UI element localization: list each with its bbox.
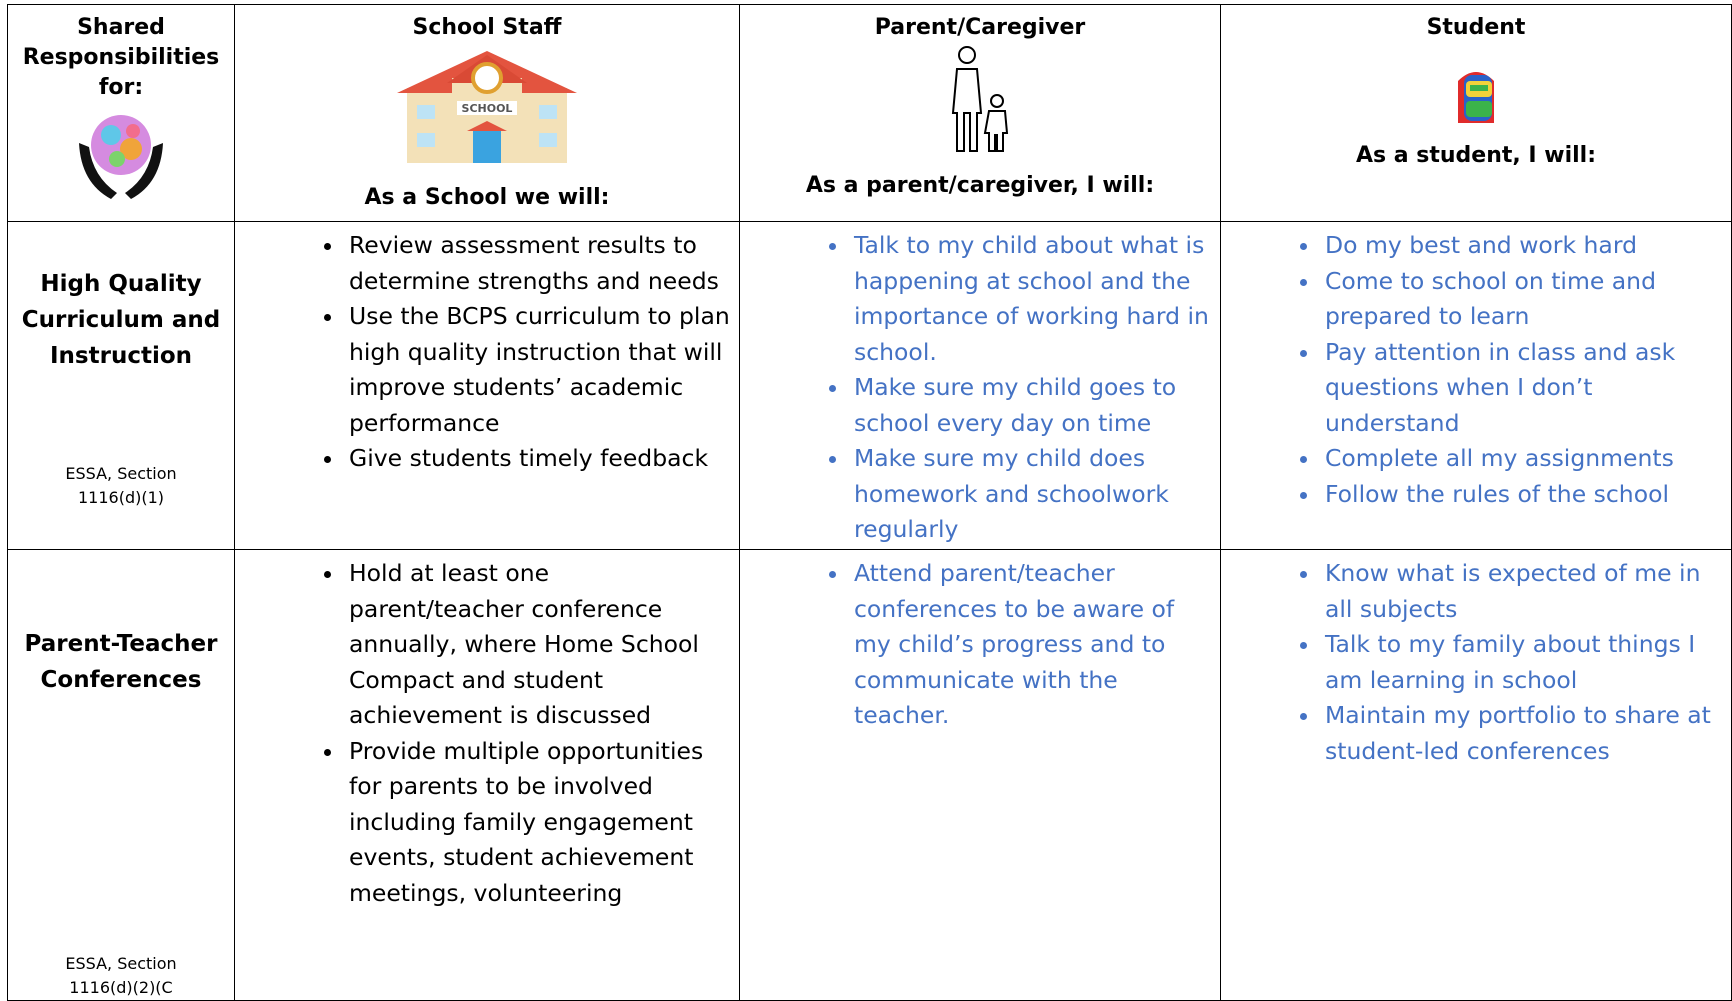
parent-cell: Attend parent/teacher conferences to be … bbox=[739, 549, 1221, 1001]
header-cell: School Staff SCHOOL As a School we will: bbox=[234, 4, 740, 222]
student-list: Do my best and work hardCome to school o… bbox=[1221, 228, 1723, 512]
list-item: Talk to my child about what is happening… bbox=[850, 228, 1212, 370]
list-item: Do my best and work hard bbox=[1321, 228, 1723, 264]
compact-table: Shared Responsibilities for: School Staf… bbox=[7, 4, 1732, 1001]
column-title: Parent/Caregiver bbox=[874, 15, 1086, 40]
staff-list: Review assessment results to determine s… bbox=[235, 228, 731, 477]
list-item: Talk to my family about things I am lear… bbox=[1321, 627, 1723, 698]
parent-icon bbox=[951, 46, 1009, 152]
page: html, body { margin: 0; padding: 0; } bo… bbox=[0, 0, 1732, 943]
student-cell: Do my best and work hardCome to school o… bbox=[1220, 221, 1732, 550]
column-title: Student bbox=[1426, 15, 1526, 40]
document: {"header":{"corner":"Shared Responsibili… bbox=[0, 0, 1732, 943]
staff-cell: Review assessment results to determine s… bbox=[234, 221, 740, 550]
label-cell: Parent-Teacher Conferences ESSA, Section … bbox=[7, 549, 235, 1001]
list-item: Give students timely feedback bbox=[345, 441, 731, 477]
list-item: Use the BCPS curriculum to plan high qua… bbox=[345, 299, 731, 441]
list-item: Maintain my portfolio to share at studen… bbox=[1321, 698, 1723, 769]
parent-cell: Talk to my child about what is happening… bbox=[739, 221, 1221, 550]
student-cell: Know what is expected of me in all subje… bbox=[1220, 549, 1732, 1001]
column-caption: As a student, I will: bbox=[1355, 143, 1596, 168]
list-item: Make sure my child goes to school every … bbox=[850, 370, 1212, 441]
list-item: Hold at least one parent/teacher confere… bbox=[345, 556, 731, 734]
backpack-icon bbox=[1458, 72, 1494, 123]
list-item: Review assessment results to determine s… bbox=[345, 228, 731, 299]
header-cell: Student As a student, I will: bbox=[1220, 4, 1732, 222]
parent-list: Talk to my child about what is happening… bbox=[740, 228, 1212, 548]
list-item: Make sure my child does homework and sch… bbox=[850, 441, 1212, 548]
school-icon: SCHOOL bbox=[397, 51, 577, 163]
list-item: Attend parent/teacher conferences to be … bbox=[850, 556, 1212, 734]
list-item: Come to school on time and prepared to l… bbox=[1321, 264, 1723, 335]
list-item: Follow the rules of the school bbox=[1321, 477, 1723, 513]
column-caption: As a School we will: bbox=[364, 185, 610, 210]
header-cell: Parent/Caregiver As a parent/caregiver, … bbox=[739, 4, 1221, 222]
label-cell: High Quality Curriculum and Instruction E… bbox=[7, 221, 235, 550]
row-label: Parent-Teacher Conferences bbox=[24, 631, 218, 693]
hands-icon bbox=[79, 115, 163, 199]
header-row: Shared Responsibilities for: School Staf… bbox=[7, 4, 1732, 222]
staff-list: Hold at least one parent/teacher confere… bbox=[235, 556, 731, 911]
corner-title: Shared Responsibilities for: bbox=[22, 15, 220, 100]
row-label: High Quality Curriculum and Instruction bbox=[21, 271, 221, 369]
row-citation: ESSA, Section 1116(d)(2)(C bbox=[65, 954, 177, 997]
column-caption: As a parent/caregiver, I will: bbox=[805, 173, 1155, 198]
list-item: Provide multiple opportunities for paren… bbox=[345, 734, 731, 912]
column-title: School Staff bbox=[412, 15, 562, 40]
row-citation: ESSA, Section 1116(d)(1) bbox=[65, 464, 177, 507]
list-item: Know what is expected of me in all subje… bbox=[1321, 556, 1723, 627]
parent-list: Attend parent/teacher conferences to be … bbox=[740, 556, 1212, 734]
body-row: High Quality Curriculum and Instruction E… bbox=[7, 221, 1732, 550]
staff-cell: Hold at least one parent/teacher confere… bbox=[234, 549, 740, 1001]
header-cell: Shared Responsibilities for: bbox=[7, 4, 235, 222]
student-list: Know what is expected of me in all subje… bbox=[1221, 556, 1723, 769]
svg-text:SCHOOL: SCHOOL bbox=[462, 102, 513, 115]
list-item: Pay attention in class and ask questions… bbox=[1321, 335, 1723, 442]
list-item: Complete all my assignments bbox=[1321, 441, 1723, 477]
body-row: Parent-Teacher Conferences ESSA, Section … bbox=[7, 549, 1732, 1001]
